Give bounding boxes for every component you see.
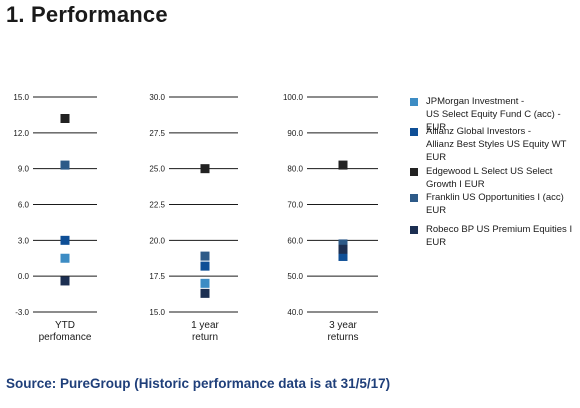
source-note: Source: PureGroup (Historic performance … [6,376,391,391]
tick-label: 22.5 [149,201,165,210]
data-point [338,239,348,249]
tick-label: 50.0 [287,272,303,281]
legend-swatch [410,194,418,202]
tick-label: 70.0 [287,201,303,210]
axis-label: 1 year [191,320,219,331]
tick-label: 80.0 [287,165,303,174]
legend-label: Allianz Global Investors - Allianz Best … [426,126,567,163]
tick-label: 40.0 [287,308,303,317]
axis-label: perfomance [39,332,92,343]
data-point [200,278,210,288]
axis-label: YTD [55,320,75,331]
data-point [200,288,210,298]
data-point [60,114,70,123]
legend-label: Franklin US Opportunities I (acc) EUR [426,192,564,216]
tick-label: 30.0 [149,93,165,102]
axis-label: 3 year [329,320,357,331]
page-title: 1. Performance [6,2,168,27]
data-point [60,160,70,170]
tick-label: 6.0 [18,201,30,210]
tick-label: 15.0 [149,308,165,317]
data-point [338,160,348,170]
data-point [200,251,210,261]
tick-label: 0.0 [18,272,30,281]
tick-label: 20.0 [149,236,165,245]
legend-label: JPMorgan Investment - US Select Equity F… [426,96,561,133]
axis-label: return [192,332,218,343]
axis-label: returns [327,332,358,343]
legend-swatch [410,168,418,176]
tick-label: 15.0 [13,93,29,102]
data-point [60,253,70,263]
legend-swatch [410,226,418,234]
legend-swatch [410,98,418,106]
legend-label: Edgewood L Select US Select Growth I EUR [426,166,553,190]
data-point [200,261,210,271]
tick-label: 12.0 [13,129,29,138]
data-point [338,244,348,254]
tick-label: 3.0 [18,236,30,245]
tick-label: 27.5 [149,129,165,138]
data-point [60,276,70,286]
data-point [60,235,70,245]
legend-swatch [410,128,418,136]
tick-label: -3.0 [15,308,29,317]
tick-label: 25.0 [149,165,165,174]
tick-label: 90.0 [287,129,303,138]
legend-label: Robeco BP US Premium Equities I EUR [426,224,573,248]
tick-label: 60.0 [287,236,303,245]
data-point [338,251,348,261]
tick-label: 17.5 [149,272,165,281]
tick-label: 100.0 [283,93,304,102]
data-point [200,164,210,174]
tick-label: 9.0 [18,165,30,174]
